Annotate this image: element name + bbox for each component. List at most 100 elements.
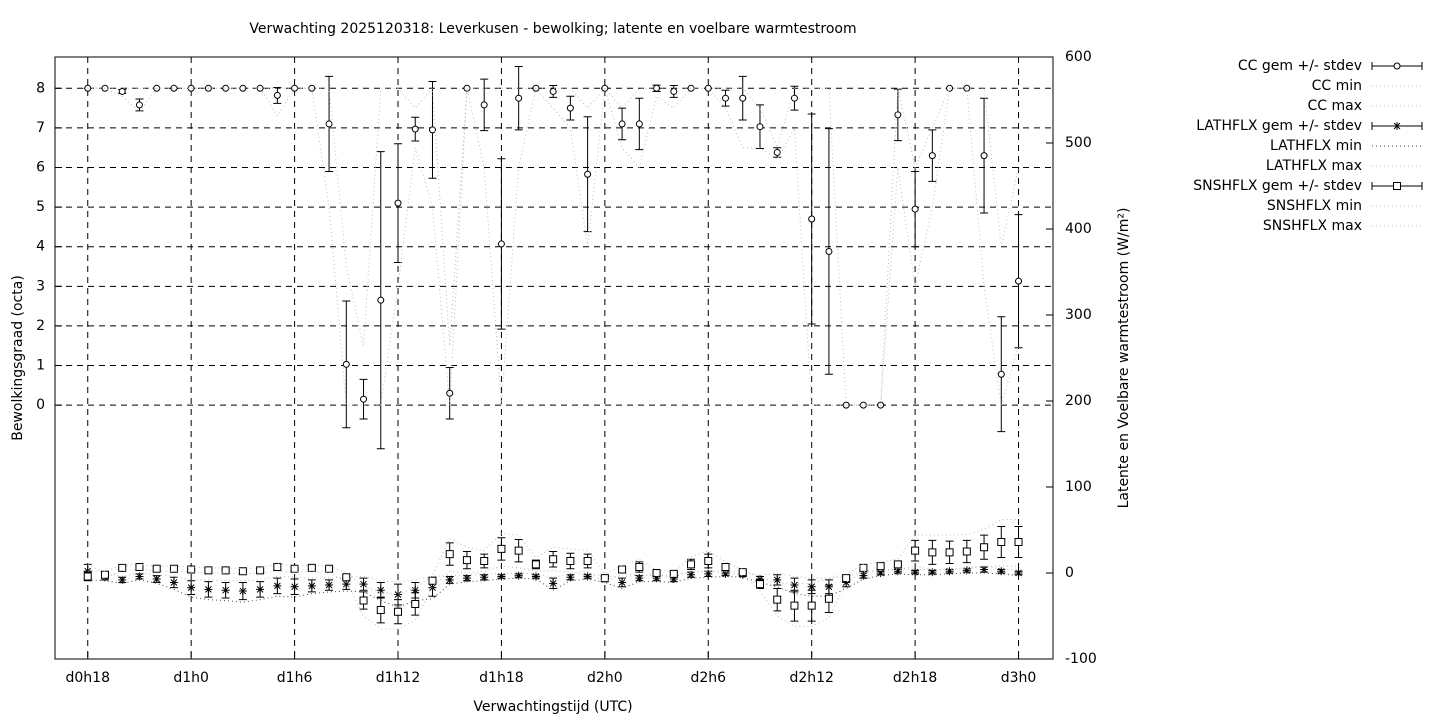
marker	[618, 578, 627, 587]
marker	[583, 572, 592, 581]
marker	[600, 574, 609, 583]
marker	[790, 94, 798, 102]
y2-tick-label: 600	[1065, 49, 1092, 65]
marker	[480, 556, 489, 565]
marker	[325, 120, 333, 128]
marker	[100, 570, 109, 579]
marker	[238, 567, 247, 576]
legend-marker	[1393, 122, 1401, 130]
marker	[204, 585, 213, 594]
marker	[411, 125, 419, 133]
y-tick-label: 2	[36, 318, 45, 334]
marker	[807, 601, 816, 610]
y-tick-label: 6	[36, 159, 45, 175]
marker	[377, 296, 385, 304]
marker	[170, 84, 178, 92]
marker	[549, 555, 558, 564]
marker	[755, 575, 764, 584]
marker	[669, 575, 678, 584]
marker	[221, 566, 230, 575]
marker	[480, 573, 489, 582]
marker	[652, 569, 661, 577]
range-line	[87, 572, 1019, 608]
legend-label: SNSHFLX max	[1263, 218, 1362, 234]
marker	[152, 575, 161, 584]
marker	[911, 568, 920, 577]
marker	[980, 152, 988, 160]
marker	[411, 599, 420, 608]
marker	[808, 215, 816, 223]
marker	[635, 120, 643, 128]
marker	[583, 556, 592, 565]
marker	[83, 572, 92, 581]
marker	[445, 575, 454, 584]
marker	[411, 586, 420, 595]
x-tick-label: d1h12	[376, 670, 420, 686]
marker	[376, 586, 385, 595]
marker	[945, 567, 954, 576]
marker	[773, 595, 782, 604]
marker	[394, 199, 402, 207]
marker	[446, 389, 454, 397]
legend-label: LATHFLX max	[1266, 158, 1362, 174]
marker	[669, 569, 678, 578]
marker	[876, 562, 885, 571]
marker	[859, 571, 868, 580]
x-tick-label: d1h6	[277, 670, 313, 686]
marker	[135, 101, 143, 109]
x-tick-label: d2h0	[587, 670, 623, 686]
y-tick-label: 8	[36, 80, 45, 96]
marker	[790, 601, 799, 610]
marker	[859, 401, 867, 409]
y2-tick-label: 500	[1065, 135, 1092, 151]
marker	[273, 581, 282, 590]
marker	[1015, 277, 1023, 285]
marker	[1014, 569, 1023, 577]
marker	[118, 575, 127, 584]
legend-label: SNSHFLX gem +/- stdev	[1193, 178, 1362, 194]
y2-axis-label: Latente en Voelbare warmtestroom (W/m²)	[1116, 208, 1132, 509]
marker	[273, 91, 281, 99]
marker	[739, 94, 747, 102]
y-tick-label: 7	[36, 120, 45, 136]
marker	[256, 585, 265, 594]
marker	[738, 568, 747, 577]
marker	[566, 104, 574, 112]
marker	[497, 240, 505, 248]
marker	[997, 567, 1006, 576]
marker	[584, 170, 592, 178]
marker	[221, 586, 230, 595]
marker	[790, 581, 799, 590]
marker	[859, 563, 868, 572]
marker	[497, 544, 506, 553]
marker	[635, 562, 644, 571]
y2-tick-label: 0	[1065, 565, 1074, 581]
x-tick-label: d3h0	[1001, 670, 1037, 686]
marker	[842, 578, 851, 587]
marker	[462, 556, 471, 565]
marker	[893, 567, 902, 576]
y-tick-label: 1	[36, 358, 45, 374]
marker	[945, 548, 954, 557]
marker	[704, 569, 713, 578]
marker	[118, 563, 127, 572]
marker	[101, 84, 109, 92]
chart-title: Verwachting 2025120318: Leverkusen - bew…	[249, 21, 856, 37]
marker	[428, 576, 437, 585]
marker	[307, 581, 316, 590]
marker	[704, 556, 713, 565]
y-tick-label: 0	[36, 397, 45, 413]
y-tick-label: 3	[36, 278, 45, 294]
marker	[307, 563, 316, 572]
marker	[497, 572, 506, 581]
marker	[618, 565, 627, 574]
marker	[445, 550, 454, 559]
marker	[962, 566, 971, 575]
marker	[549, 579, 558, 588]
marker	[531, 572, 540, 581]
range-line	[87, 519, 1019, 596]
legend-label: CC min	[1312, 78, 1362, 94]
marker	[514, 546, 523, 555]
